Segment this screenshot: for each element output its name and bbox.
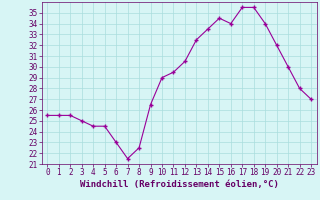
- X-axis label: Windchill (Refroidissement éolien,°C): Windchill (Refroidissement éolien,°C): [80, 180, 279, 189]
